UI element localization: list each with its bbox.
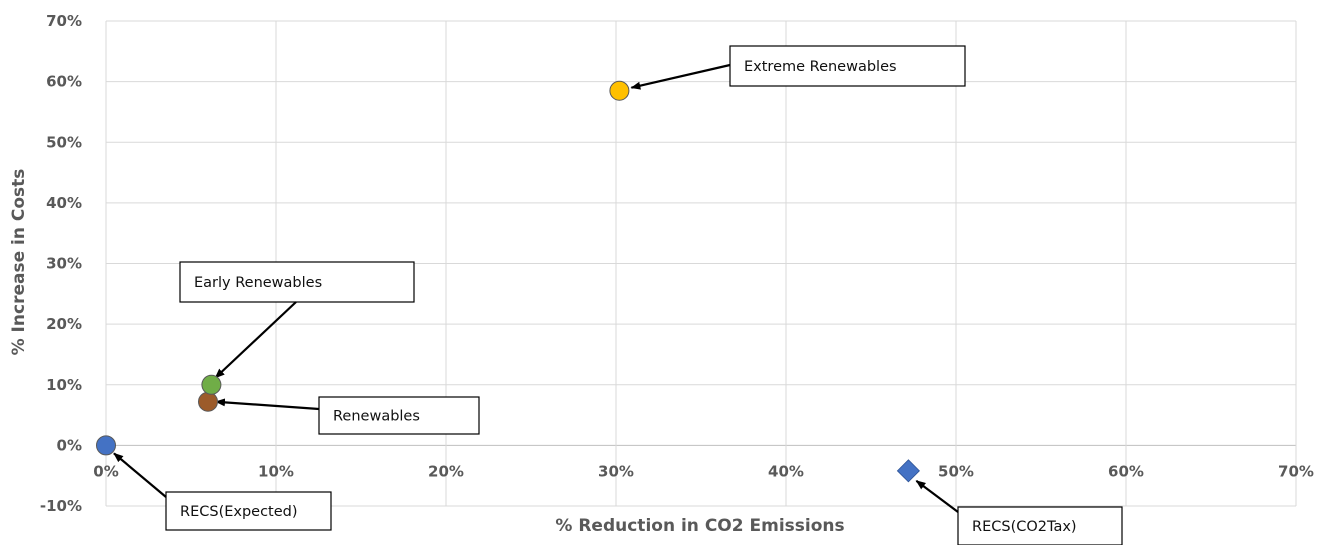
y-tick-label: 50%: [46, 133, 82, 151]
x-axis-title: % Reduction in CO2 Emissions: [555, 516, 844, 536]
x-tick-label: 40%: [768, 462, 804, 480]
data-point: [198, 391, 218, 412]
y-tick-label: 70%: [46, 12, 82, 30]
x-tick-label: 70%: [1278, 462, 1314, 480]
data-point: [96, 435, 116, 456]
x-tick-label: 60%: [1108, 462, 1144, 480]
callouts: RECS(Expected) Renewables Early Renewables…: [113, 45, 1123, 545]
x-axis-ticks: 0% 10% 20% 30% 40% 50% 60% 70%: [93, 462, 1314, 480]
callout-box: [318, 396, 480, 435]
callout-arrow: [113, 452, 167, 498]
x-tick-label: 10%: [258, 462, 294, 480]
callout-label: Extreme Renewables: [744, 59, 897, 75]
y-tick-label: -10%: [40, 497, 82, 515]
y-tick-label: 40%: [46, 194, 82, 212]
data-point: [201, 374, 222, 395]
callout-label: RECS(Expected): [180, 504, 298, 520]
callout-box: [729, 45, 966, 87]
x-tick-label: 50%: [938, 462, 974, 480]
data-point: [609, 80, 630, 101]
data-points: [96, 80, 920, 483]
data-point: [896, 459, 920, 483]
y-tick-label: 30%: [46, 255, 82, 273]
callout-arrow: [630, 63, 731, 90]
x-tick-label: 20%: [428, 462, 464, 480]
callout-box: [957, 506, 1123, 545]
y-axis-ticks: 70% 60% 50% 40% 30% 20% 10% 0% -10%: [40, 12, 82, 515]
callout-label: Renewables: [333, 409, 420, 425]
x-tick-label: 30%: [598, 462, 634, 480]
callout-box: [179, 261, 415, 303]
y-tick-label: 20%: [46, 315, 82, 333]
callout-label: Early Renewables: [194, 275, 322, 291]
y-tick-label: 10%: [46, 376, 82, 394]
callout-arrow: [215, 398, 320, 411]
callout-arrow: [214, 301, 297, 379]
callout-box: [165, 491, 332, 531]
callout-label: RECS(CO2Tax): [972, 519, 1077, 535]
y-axis-title: % Increase in Costs: [9, 169, 29, 356]
y-tick-label: 0%: [57, 436, 82, 454]
x-tick-label: 0%: [93, 462, 118, 480]
y-tick-label: 60%: [46, 73, 82, 91]
grid-lines: [105, 20, 1297, 507]
callout-arrow: [915, 479, 959, 513]
